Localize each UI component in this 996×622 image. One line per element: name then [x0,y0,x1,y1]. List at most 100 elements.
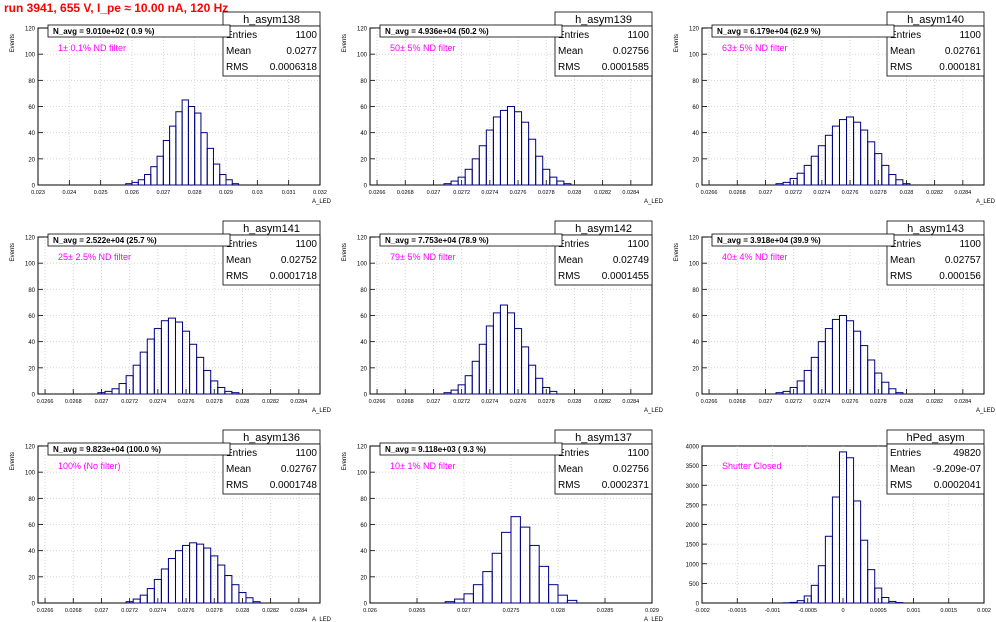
histogram-bin [846,457,855,604]
x-axis-title: A_LED [644,617,664,622]
histogram-panel-h_asym142: 0 20 40 60 80 100 120 0.0266 0.0268 0.027 0.0272 0.… [342,220,664,414]
x-tick-label: 0.0276 [510,190,527,196]
histogram-bin [881,597,890,604]
stats-value: 1100 [627,448,649,459]
stats-value: 0.000181 [939,62,981,73]
histogram-bin [444,601,456,604]
stats-key: Mean [890,464,915,475]
histogram-bin [810,584,819,604]
x-tick-label: 0.0276 [842,190,859,196]
y-tick-label: 60 [692,314,699,320]
stats-body [222,234,321,286]
stats-title: h_asym142 [575,223,632,235]
histogram-bin [519,526,531,604]
histogram-bin [867,141,876,186]
histogram-bin [492,312,501,395]
stats-title: h_asym138 [243,14,300,26]
histogram-bin [464,375,473,395]
y-tick-label: 60 [692,105,699,111]
histogram-panel-h_asym140: 0 20 40 60 80 100 120 0.0266 0.0268 0.027 0.0272 0.… [674,11,996,205]
stats-key: Mean [558,46,583,57]
histogram-bin [463,593,474,604]
x-tick-label: 0.023 [31,190,45,196]
histogram-panel-h_asym139: 0 20 40 60 80 100 120 0.0266 0.0268 0.027 0.0272 0.… [342,11,664,205]
histogram-bin [860,129,869,186]
histogram-bin [111,388,120,395]
x-tick-label: 0.0278 [870,190,887,196]
navg-label: N_avg = 6.179e+04 (62.9 %) [717,27,821,36]
x-tick-label: -0.0015 [728,608,747,614]
y-tick-label: 100 [357,471,368,477]
y-tick-label: 0 [696,184,700,190]
navg-box [379,24,563,38]
y-tick-label: 40 [360,549,367,555]
y-axis-title: Events [674,243,680,261]
stats-key: RMS [558,62,581,73]
y-tick-label: 0 [364,602,368,608]
stats-title: h_asym143 [907,223,964,235]
x-tick-label: 0.028 [551,608,565,614]
stats-box: h_asym136 Entries 1100 Mean 0.02767 RMS 0.0001… [222,429,321,495]
stats-key: RMS [226,271,249,282]
y-tick-label: 40 [692,340,699,346]
stats-value: 0.0001718 [270,271,318,282]
stats-key: Mean [890,46,915,57]
stats-key: RMS [558,480,581,491]
x-tick-label: 0.0272 [785,190,802,196]
y-tick-label: 80 [28,497,35,503]
x-tick-label: 0.027 [95,399,109,405]
histogram-bin [189,343,198,395]
x-tick-label: 0.0284 [290,608,307,614]
stats-title: h_asym137 [575,432,632,444]
histogram-bin [501,531,512,604]
y-tick-label: 4000 [686,445,700,451]
x-axis-title: A_LED [976,199,996,205]
y-axis-title: Events [342,34,348,52]
y-tick-label: 120 [689,27,700,33]
filter-annotation: Shutter Closed [722,461,782,471]
stats-key: Entries [226,448,257,459]
navg-box [711,233,895,247]
stats-value: 0.02761 [945,46,982,57]
histogram-bin [529,544,540,604]
stats-title: h_asym140 [907,14,964,26]
x-tick-label: 0.0278 [206,608,223,614]
x-tick-label: 0.0274 [813,190,830,196]
histogram-bin [131,181,139,186]
histogram-bin [156,155,164,186]
histogram-panel-h_asym141: 0 20 40 60 80 100 120 0.0266 0.0268 0.027 0.0272 0.… [10,220,332,414]
stats-key: RMS [226,480,249,491]
stats-box: h_asym138 Entries 1100 Mean 0.0277 RMS 0.00063… [222,11,321,77]
y-tick-label: 100 [689,262,700,268]
x-axis-title: A_LED [312,617,332,622]
x-tick-label: 0.0276 [842,399,859,405]
stats-value: 1100 [627,239,649,250]
navg-box [47,442,231,456]
x-tick-label: 0.002 [977,608,991,614]
x-tick-label: 0.028 [236,399,250,405]
x-tick-label: 0.0284 [954,399,971,405]
stats-body [886,234,985,286]
y-tick-label: 20 [692,157,699,163]
histogram-bin [874,587,883,604]
x-tick-label: 0.0272 [121,608,138,614]
x-tick-label: 0.028 [568,190,582,196]
histogram-bin [450,389,459,395]
histogram-bin [549,176,558,186]
x-tick-label: 0.0278 [538,399,555,405]
x-tick-label: 0.027 [156,190,170,196]
x-tick-label: 0.026 [125,190,139,196]
y-axis-title: Events [10,34,16,52]
y-tick-label: 120 [689,236,700,242]
histogram-bin [789,601,798,604]
filter-annotation: 100% (No filter) [58,461,121,471]
histogram-bin [888,174,897,186]
histogram-bin [194,112,202,186]
histogram-bin [549,390,558,395]
histogram-bin [224,390,233,395]
histogram-bin [472,584,484,604]
x-tick-label: 0.0268 [65,399,82,405]
histogram-bin [824,535,833,604]
histogram-bin [810,155,819,186]
y-tick-label: 60 [360,523,367,529]
